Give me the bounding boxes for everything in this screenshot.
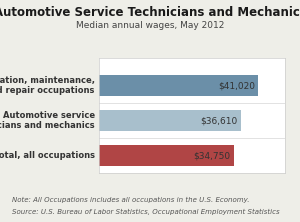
Text: Note: All Occupations includes all occupations in the U.S. Economy.: Note: All Occupations includes all occup… <box>12 196 250 203</box>
Bar <box>99 110 241 131</box>
Text: Median annual wages, May 2012: Median annual wages, May 2012 <box>76 21 224 30</box>
Bar <box>99 75 258 96</box>
Text: Automotive Service Technicians and Mechanics: Automotive Service Technicians and Mecha… <box>0 6 300 19</box>
Text: $36,610: $36,610 <box>200 116 238 125</box>
Text: $41,020: $41,020 <box>218 81 255 90</box>
Text: Source: U.S. Bureau of Labor Statistics, Occupational Employment Statistics: Source: U.S. Bureau of Labor Statistics,… <box>12 209 280 215</box>
Text: $34,750: $34,750 <box>194 151 231 160</box>
Bar <box>99 145 234 166</box>
